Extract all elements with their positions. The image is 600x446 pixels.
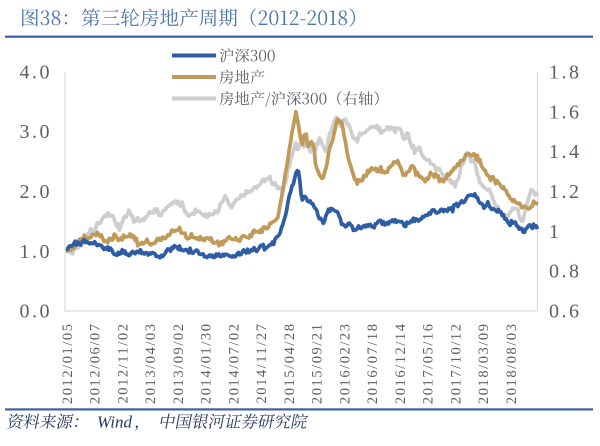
svg-text:2012/01/05: 2012/01/05 (60, 323, 76, 405)
svg-text:2013/09/02: 2013/09/02 (171, 323, 187, 405)
svg-text:1.0: 1.0 (20, 241, 53, 263)
svg-text:1.6: 1.6 (549, 101, 582, 123)
svg-text:3.0: 3.0 (20, 121, 53, 143)
svg-text:2016/02/23: 2016/02/23 (337, 323, 353, 405)
svg-text:2012/11/02: 2012/11/02 (115, 323, 131, 404)
svg-text:1.8: 1.8 (549, 62, 582, 84)
svg-text:2016/12/14: 2016/12/14 (393, 323, 409, 405)
svg-text:2015/09/21: 2015/09/21 (310, 323, 326, 405)
svg-text:1.4: 1.4 (549, 141, 582, 163)
svg-text:0.8: 0.8 (549, 261, 582, 283)
svg-text:0.0: 0.0 (20, 301, 53, 323)
svg-text:2014/07/02: 2014/07/02 (226, 323, 242, 405)
svg-text:2014/01/30: 2014/01/30 (199, 323, 215, 405)
svg-text:2017/10/12: 2017/10/12 (448, 323, 464, 405)
svg-text:2018/03/09: 2018/03/09 (476, 323, 492, 405)
svg-text:1.2: 1.2 (549, 181, 582, 203)
svg-text:2014/11/27: 2014/11/27 (254, 323, 270, 404)
svg-text:2015/04/28: 2015/04/28 (282, 323, 298, 405)
svg-text:2018/08/03: 2018/08/03 (504, 323, 520, 405)
svg-text:Wind: Wind (97, 413, 132, 432)
svg-text:0.6: 0.6 (549, 301, 582, 323)
svg-text:2013/04/03: 2013/04/03 (143, 323, 159, 405)
svg-text:2016/07/18: 2016/07/18 (365, 323, 381, 405)
svg-text:1: 1 (549, 221, 562, 243)
svg-text:4.0: 4.0 (20, 62, 53, 84)
svg-text:2017/05/16: 2017/05/16 (421, 323, 437, 405)
svg-text:2.0: 2.0 (20, 181, 53, 203)
svg-text:2012/06/07: 2012/06/07 (88, 323, 104, 405)
